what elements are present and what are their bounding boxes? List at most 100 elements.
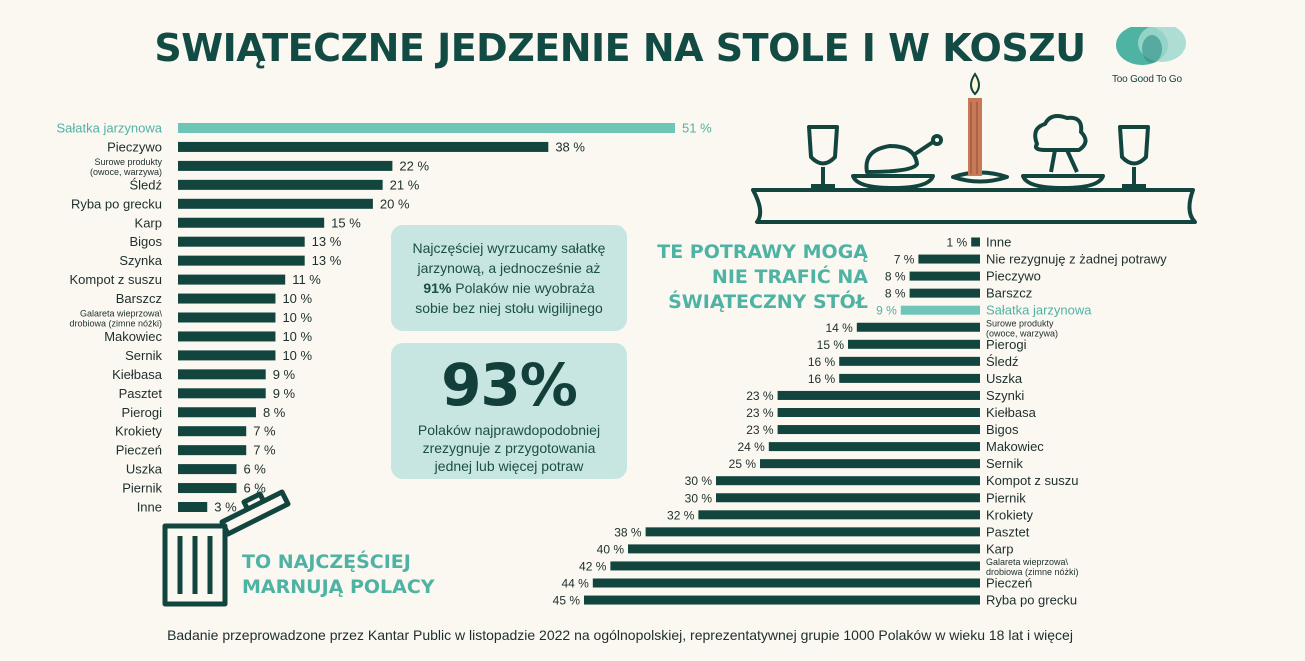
page-title: SWIĄTECZNE JEDZENIE NA STOLE I W KOSZU (154, 26, 1086, 70)
left-category-label: Krokiety (115, 424, 162, 439)
right-category-label: Makowiec (986, 439, 1044, 454)
right-value-label: 30 % (685, 474, 713, 488)
right-bar (909, 288, 980, 298)
right-headline-line-2: NIE TRAFIĆ NA (711, 266, 868, 288)
left-value-label: 7 % (253, 424, 276, 439)
left-bar (178, 502, 208, 512)
left-value-label: 22 % (399, 158, 429, 173)
stat-line-2: zrezygnuje z przygotowania (422, 440, 596, 456)
left-value-label: 13 % (312, 234, 342, 249)
left-value-label: 15 % (331, 215, 361, 230)
left-bar (178, 426, 247, 437)
left-value-label: 38 % (555, 139, 585, 154)
right-headline-line-1: TE POTRAWY MOGĄ (657, 241, 868, 263)
left-bar (178, 464, 237, 475)
left-category-label: Sernik (125, 348, 162, 363)
info-line-4: sobie bez niej stołu wigilijnego (415, 300, 603, 316)
right-category-label: Krokiety (986, 507, 1033, 522)
info-line-3: 91% Polaków nie wyobraża (401, 278, 617, 298)
right-bar (716, 493, 980, 503)
left-category-label: Galareta wieprzowa\ drobiowa (zimne nóżki… (69, 309, 162, 329)
right-category-label: Pasztet (986, 524, 1030, 539)
right-bar (768, 442, 980, 452)
right-value-label: 25 % (729, 457, 757, 471)
right-value-label: 42 % (579, 559, 607, 573)
right-value-label: 23 % (746, 389, 774, 403)
left-bar (178, 369, 266, 380)
right-category-label: Sernik (986, 456, 1023, 471)
info-highlight: 91% (423, 280, 452, 296)
right-value-label: 14 % (825, 321, 853, 335)
right-category-label: Karp (986, 541, 1013, 556)
right-bar (777, 390, 980, 400)
left-category-label: Inne (137, 500, 162, 515)
left-value-label: 20 % (380, 196, 410, 211)
left-bar (178, 312, 276, 323)
right-bar (839, 373, 980, 383)
left-bar (178, 236, 305, 247)
left-bar (178, 483, 237, 494)
right-chart-headline: TE POTRAWY MOGĄ NIE TRAFIĆ NA ŚWIĄTECZNY… (640, 240, 868, 315)
right-value-label: 16 % (808, 355, 836, 369)
right-bar (584, 595, 980, 605)
right-bar (848, 339, 980, 349)
left-bar (178, 141, 549, 152)
left-value-label: 9 % (273, 386, 296, 401)
left-chart-headline: TO NAJCZĘŚCIEJ MARNUJĄ POLACY (242, 550, 462, 600)
right-value-label: 8 % (885, 270, 906, 284)
right-category-label: Śledź (986, 354, 1019, 369)
right-value-label: 23 % (746, 406, 774, 420)
left-category-label: Pieczeń (116, 443, 162, 458)
right-category-label: Sałatka jarzynowa (986, 303, 1092, 318)
left-value-label: 13 % (312, 253, 342, 268)
right-category-label: Pieczywo (986, 269, 1041, 284)
left-value-label: 10 % (282, 291, 312, 306)
left-headline-line-1: TO NAJCZĘŚCIEJ (242, 551, 411, 573)
right-bar (918, 254, 980, 264)
right-value-label: 40 % (597, 542, 625, 556)
right-bar (716, 476, 980, 486)
left-bar (178, 445, 247, 456)
right-category-label: Pierogi (986, 337, 1027, 352)
right-bar (856, 322, 980, 332)
info-line-3-rest: Polaków nie wyobraża (451, 280, 595, 296)
right-value-label: 9 % (876, 304, 897, 318)
left-category-label: Ryba po grecku (71, 196, 162, 211)
right-category-label: Kiełbasa (986, 405, 1037, 420)
right-bar (971, 237, 980, 247)
left-value-label: 7 % (253, 443, 276, 458)
right-value-label: 45 % (553, 594, 581, 608)
left-category-label: Makowiec (104, 329, 162, 344)
left-bar (178, 179, 383, 190)
right-value-label: 32 % (667, 508, 695, 522)
left-bar (178, 255, 305, 266)
left-value-label: 3 % (214, 500, 237, 515)
right-bar (698, 510, 980, 520)
left-bar (178, 198, 373, 209)
left-bar (178, 217, 325, 228)
left-headline-line-2: MARNUJĄ POLACY (242, 576, 435, 598)
left-value-label: 9 % (273, 367, 296, 382)
left-category-label: Kompot z suszu (70, 272, 163, 287)
info-box: Najczęściej wyrzucamy sałatkę jarzynową,… (391, 225, 627, 331)
right-value-label: 30 % (685, 491, 713, 505)
footer-note: Badanie przeprowadzone przez Kantar Publ… (167, 627, 1073, 643)
right-value-label: 8 % (885, 287, 906, 301)
info-line-2: jarzynową, a jednocześnie aż (417, 260, 601, 276)
left-category-label: Bigos (129, 234, 162, 249)
right-bar (839, 356, 980, 366)
left-category-label: Piernik (122, 481, 162, 496)
stat-box: 93% Polaków najprawdopodobniej zrezygnuj… (391, 343, 627, 479)
right-category-label: Nie rezygnuję z żadnej potrawy (986, 252, 1167, 267)
left-value-label: 10 % (282, 329, 312, 344)
logo-text: Too Good To Go (1112, 74, 1182, 85)
right-value-label: 23 % (746, 423, 774, 437)
right-bar (909, 271, 980, 281)
left-bar (178, 274, 286, 285)
right-category-label: Bigos (986, 422, 1019, 437)
right-category-label: Inne (986, 235, 1011, 250)
right-bar (777, 425, 980, 435)
right-bar (610, 561, 980, 571)
left-category-label: Uszka (126, 462, 163, 477)
left-category-label: Śledź (129, 177, 162, 192)
